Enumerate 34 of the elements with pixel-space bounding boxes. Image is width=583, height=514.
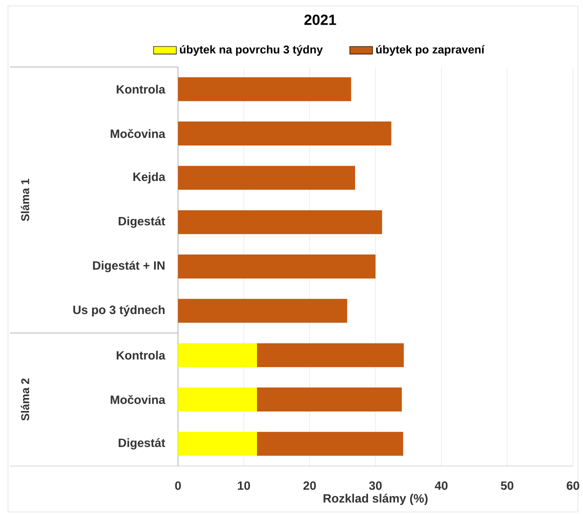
x-tick-label: 20 — [303, 481, 316, 490]
x-axis-title: Rozklad slámy (%) — [324, 494, 428, 505]
x-tick-label: 60 — [566, 481, 580, 490]
x-tick-label: 0 — [175, 481, 181, 490]
y-tick-label: Kontrola — [116, 350, 166, 360]
bar — [257, 388, 402, 412]
legend-label: úbytek na povrchu 3 týdny — [180, 45, 323, 56]
text: Sláma 2 — [20, 378, 30, 421]
bar — [178, 432, 257, 456]
y-tick-label: Močovina — [110, 128, 166, 138]
x-tick-label: 50 — [500, 481, 514, 490]
y-tick-label: Kontrola — [116, 84, 166, 94]
y-tick-label: Kejda — [133, 172, 166, 184]
legend-label: úbytek po zapravení — [376, 45, 485, 56]
bar — [178, 166, 356, 190]
y-tick-label: Močovina — [110, 394, 166, 404]
y-tick-label: Us po 3 týdnech — [73, 305, 165, 316]
y-tick-label: Digestát — [118, 438, 166, 450]
x-tick-label: 30 — [369, 481, 382, 490]
bar — [178, 254, 376, 278]
bar — [178, 122, 392, 146]
text: Sláma 1 — [20, 178, 30, 222]
chart-title: 2021 — [304, 14, 336, 25]
bar — [257, 432, 404, 456]
x-tick-label: 40 — [434, 481, 448, 490]
bar — [178, 210, 382, 234]
y-tick-label: Digestát — [118, 216, 166, 228]
bar — [178, 343, 257, 368]
y-tick-label: Digestát + IN — [93, 260, 164, 272]
x-tick-label: 10 — [238, 481, 250, 490]
bar — [178, 298, 348, 323]
bar — [178, 77, 352, 102]
bar — [178, 388, 257, 412]
bar — [257, 343, 404, 368]
